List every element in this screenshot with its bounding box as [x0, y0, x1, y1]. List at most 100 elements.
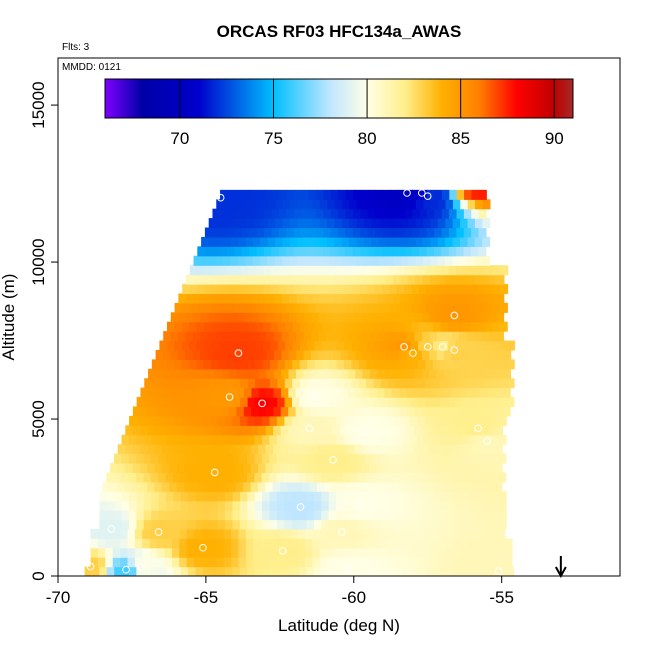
heatmap-cell: [207, 312, 216, 323]
heatmap-cell: [225, 397, 234, 408]
heatmap-cell: [351, 397, 360, 408]
heatmap-cell: [288, 331, 297, 342]
heatmap-cell: [373, 510, 382, 521]
heatmap-cell: [432, 510, 441, 521]
heatmap-cell: [423, 528, 432, 539]
heatmap-cell: [202, 491, 211, 502]
heatmap-cell: [207, 368, 216, 379]
heatmap-cell: [203, 415, 212, 426]
heatmap-cell: [359, 284, 368, 295]
heatmap-cell: [184, 425, 193, 436]
heatmap-cell: [447, 340, 456, 351]
heatmap-cell: [445, 528, 454, 539]
heatmap-cell: [504, 557, 513, 568]
heatmap-cell: [306, 378, 315, 389]
heatmap-cell: [275, 236, 284, 247]
heatmap-cell: [256, 208, 265, 219]
heatmap-cell: [359, 265, 368, 276]
heatmap-cell: [229, 368, 238, 379]
heatmap-cell: [247, 378, 256, 389]
sample-point: [86, 562, 95, 571]
heatmap-cell: [348, 293, 357, 304]
heatmap-cell: [424, 510, 433, 521]
heatmap-cell: [458, 387, 467, 398]
heatmap-cell: [324, 462, 333, 473]
heatmap-cell: [366, 340, 375, 351]
heatmap-cell: [317, 387, 326, 398]
heatmap-cell: [106, 519, 115, 530]
heatmap-cell: [343, 491, 352, 502]
heatmap-cell: [180, 491, 189, 502]
heatmap-cell: [361, 425, 370, 436]
heatmap-cell: [162, 444, 171, 455]
heatmap-cell: [500, 265, 509, 276]
heatmap-cell: [391, 387, 400, 398]
heatmap-cell: [171, 547, 180, 558]
heatmap-cell: [253, 199, 262, 210]
heatmap-cell: [337, 265, 346, 276]
heatmap-cell: [274, 312, 283, 323]
heatmap-cell: [469, 397, 478, 408]
heatmap-cell: [306, 415, 315, 426]
heatmap-cell: [465, 425, 474, 436]
heatmap-cell: [404, 265, 413, 276]
heatmap-cell: [140, 425, 149, 436]
heatmap-cell: [417, 397, 426, 408]
heatmap-cell: [386, 547, 395, 558]
heatmap-cell: [246, 472, 255, 483]
heatmap-cell: [365, 491, 374, 502]
heatmap-cell: [218, 340, 227, 351]
heatmap-cell: [127, 557, 136, 568]
heatmap-cell: [402, 510, 411, 521]
heatmap-cell: [454, 378, 463, 389]
heatmap-cell: [210, 415, 219, 426]
heatmap-cell: [484, 359, 493, 370]
heatmap-cell: [473, 387, 482, 398]
heatmap-cell: [395, 359, 404, 370]
heatmap-cell: [239, 519, 248, 530]
heatmap-cell: [214, 331, 223, 342]
heatmap-cell: [454, 510, 463, 521]
heatmap-cell: [341, 274, 350, 285]
heatmap-cell: [399, 406, 408, 417]
heatmap-cell: [453, 472, 462, 483]
heatmap-cell: [229, 331, 238, 342]
heatmap-cell: [499, 359, 508, 370]
sample-point: [494, 567, 503, 576]
heatmap-cell: [428, 444, 437, 455]
heatmap-cell: [340, 349, 349, 360]
heatmap-cell: [439, 566, 448, 576]
heatmap-cell: [343, 397, 352, 408]
heatmap-cell: [334, 218, 343, 229]
heatmap-cell: [129, 415, 138, 426]
heatmap-cell: [415, 274, 424, 285]
heatmap-cell: [297, 255, 306, 266]
heatmap-cell: [180, 472, 189, 483]
heatmap-cell: [237, 312, 246, 323]
heatmap-cell: [355, 331, 364, 342]
heatmap-cell: [334, 557, 343, 568]
heatmap-cell: [314, 397, 323, 408]
heatmap-cell: [310, 425, 319, 436]
heatmap-cell: [112, 547, 121, 558]
heatmap-cell: [331, 481, 340, 492]
heatmap-cell: [274, 274, 283, 285]
heatmap-cell: [400, 312, 409, 323]
heatmap-cell: [425, 321, 434, 332]
heatmap-cell: [189, 321, 198, 332]
colorbar-tick-label: 80: [358, 129, 377, 148]
heatmap-cell: [381, 302, 390, 313]
heatmap-cell: [441, 208, 450, 219]
heatmap-cell: [221, 406, 230, 417]
heatmap-cell: [471, 189, 480, 200]
heatmap-cell: [459, 312, 468, 323]
heatmap-cell: [297, 218, 306, 229]
heatmap-cell: [225, 519, 234, 530]
heatmap-cell: [273, 425, 282, 436]
heatmap-cell: [417, 510, 426, 521]
heatmap-cell: [236, 387, 245, 398]
heatmap-cell: [319, 557, 328, 568]
heatmap-cell: [336, 519, 345, 530]
heatmap-cell: [348, 255, 357, 266]
